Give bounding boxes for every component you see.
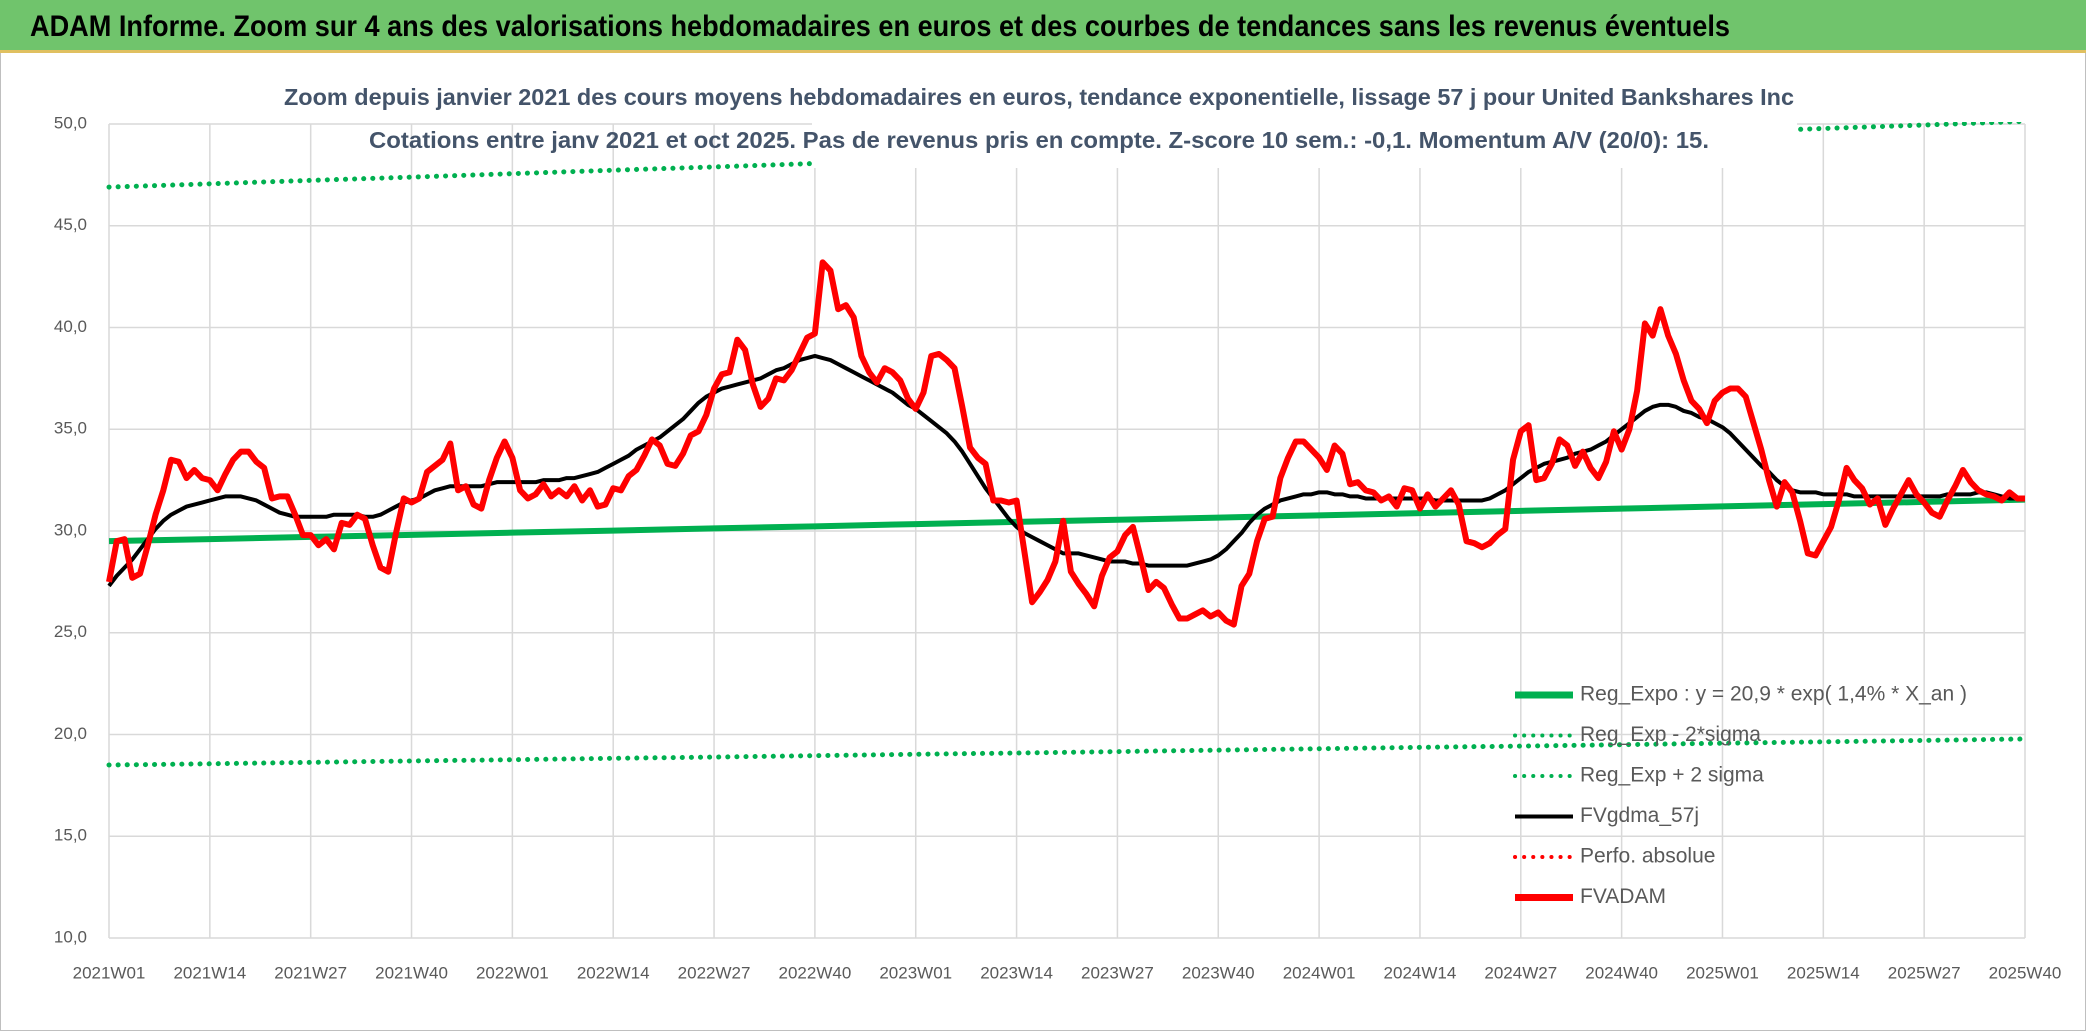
series-line xyxy=(106,736,2028,768)
x-tick-label: 2022W40 xyxy=(779,963,852,982)
x-tick-label: 2025W01 xyxy=(1686,963,1759,982)
series-line xyxy=(106,122,2028,190)
x-tick-label: 2025W40 xyxy=(1989,963,2062,982)
title-backdrop xyxy=(812,78,1797,168)
x-tick-label: 2024W14 xyxy=(1384,963,1457,982)
y-tick-label: 40,0 xyxy=(54,317,87,336)
x-tick-label: 2024W01 xyxy=(1283,963,1356,982)
y-tick-label: 30,0 xyxy=(54,520,87,539)
y-tick-label: 35,0 xyxy=(54,419,87,438)
x-tick-label: 2022W27 xyxy=(678,963,751,982)
legend-label: Reg_Exp - 2*sigma xyxy=(1580,723,1761,746)
grid: 10,0 15,0 20,0 25,0 30,0 35,0 40,0 45,0 50,0 2021… xyxy=(54,113,2061,982)
x-tick-label: 2021W27 xyxy=(274,963,347,982)
x-tick-label: 2021W01 xyxy=(73,963,146,982)
x-tick-label: 2023W01 xyxy=(879,963,952,982)
header-bar xyxy=(0,0,2086,52)
y-tick-label: 50,0 xyxy=(54,113,87,132)
y-tick-label: 15,0 xyxy=(54,826,87,845)
y-tick-label: 25,0 xyxy=(54,622,87,641)
header-title: ADAM Informe. Zoom sur 4 ans des valoris… xyxy=(30,10,1730,43)
x-tick-label: 2025W14 xyxy=(1787,963,1860,982)
x-tick-label: 2021W14 xyxy=(173,963,246,982)
legend-label: FVgdma_57j xyxy=(1580,804,1699,827)
x-tick-label: 2021W40 xyxy=(375,963,448,982)
legend-label: Reg_Expo : y = 20,9 * exp( 1,4% * X_an ) xyxy=(1580,683,1967,706)
y-tick-label: 20,0 xyxy=(54,724,87,743)
x-tick-label: 2022W01 xyxy=(476,963,549,982)
series-line xyxy=(106,259,2025,628)
legend-label: Perfo. absolue xyxy=(1580,845,1715,868)
x-tick-label: 2024W27 xyxy=(1484,963,1557,982)
legend-label: FVADAM xyxy=(1580,885,1666,908)
y-tick-label: 10,0 xyxy=(54,927,87,946)
series-line xyxy=(108,496,2026,545)
x-tick-label: 2023W40 xyxy=(1182,963,1255,982)
y-tick-label: 45,0 xyxy=(54,215,87,234)
x-tick-label: 2024W40 xyxy=(1585,963,1658,982)
plot xyxy=(106,122,2028,768)
header-rule xyxy=(0,50,2086,53)
legend-label: Reg_Exp + 2 sigma xyxy=(1580,764,1764,787)
x-tick-label: 2022W14 xyxy=(577,963,650,982)
x-tick-label: 2025W27 xyxy=(1888,963,1961,982)
x-tick-label: 2023W27 xyxy=(1081,963,1154,982)
x-tick-label: 2023W14 xyxy=(980,963,1053,982)
legend: Reg_Expo : y = 20,9 * exp( 1,4% * X_an )… xyxy=(1513,683,1967,908)
chart-title: Zoom depuis janvier 2021 des cours moyen… xyxy=(284,84,1794,110)
chart-subtitle: Cotations entre janv 2021 et oct 2025. P… xyxy=(369,127,1709,153)
